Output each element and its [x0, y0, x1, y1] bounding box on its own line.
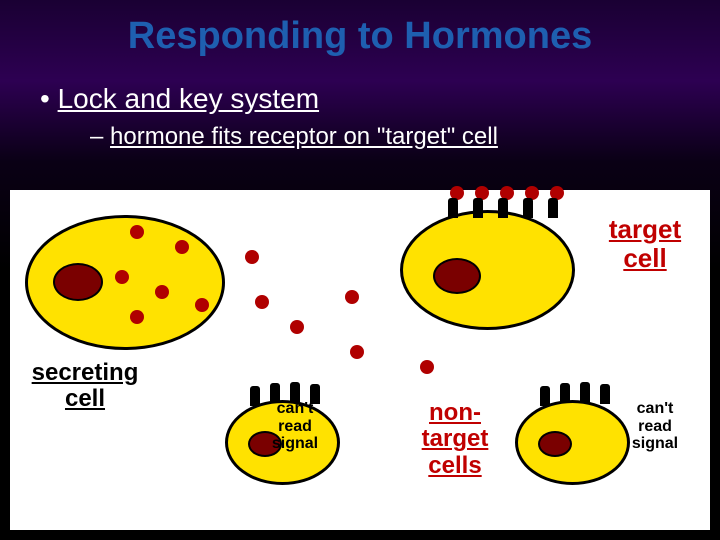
hormone-dot	[420, 360, 434, 374]
hormone-dot	[350, 345, 364, 359]
hormone-dot	[290, 320, 304, 334]
receptor	[560, 383, 570, 403]
hormone-dot	[115, 270, 129, 284]
hormone-dot	[195, 298, 209, 312]
nucleus	[53, 263, 103, 301]
receptor	[473, 198, 483, 218]
bullet-main: • Lock and key system	[40, 83, 720, 115]
nucleus	[433, 258, 481, 294]
hormone-dot	[155, 285, 169, 299]
cell	[400, 210, 575, 330]
receptor	[523, 198, 533, 218]
hormone-dot	[345, 290, 359, 304]
hormone-dot	[245, 250, 259, 264]
label-secreting-cell: secretingcell	[15, 360, 155, 413]
bullet-sub: – hormone fits receptor on "target" cell	[90, 123, 720, 151]
hormone-dot	[255, 295, 269, 309]
label-target-cell: targetcell	[590, 215, 700, 272]
label-non-target: non-targetcells	[405, 400, 505, 479]
label-cant-read-2: can'treadsignal	[615, 400, 695, 453]
receptor	[290, 382, 300, 402]
receptor	[600, 384, 610, 404]
cell	[515, 400, 630, 485]
hormone-dot	[130, 225, 144, 239]
slide-title: Responding to Hormones	[0, 0, 720, 58]
receptor	[548, 198, 558, 218]
receptor	[580, 382, 590, 402]
receptor	[448, 198, 458, 218]
bullet-sub-text: hormone fits receptor on "target" cell	[110, 123, 498, 150]
label-cant-read-1: can'treadsignal	[255, 400, 335, 453]
receptor	[540, 386, 550, 406]
nucleus	[538, 431, 572, 457]
hormone-dot	[130, 310, 144, 324]
diagram-area: secretingcell targetcell non-targetcells ca…	[10, 190, 710, 530]
hormone-dot	[175, 240, 189, 254]
receptor	[498, 198, 508, 218]
bullet-main-text: Lock and key system	[58, 83, 319, 114]
